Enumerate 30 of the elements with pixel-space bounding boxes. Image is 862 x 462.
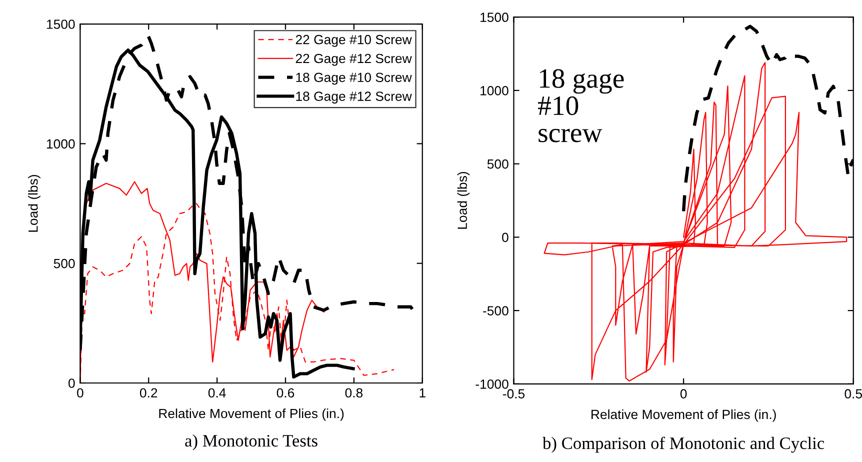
y-tick-label: -500 bbox=[483, 306, 508, 316]
legend-label: 18 Gage #10 Screw bbox=[296, 72, 412, 85]
text: a) Monotonic Tests bbox=[185, 434, 318, 450]
x-tick-label: 0.5 bbox=[844, 389, 862, 398]
y-axis-title: Load (lbs) bbox=[457, 172, 470, 229]
y-tick-label: -1000 bbox=[476, 379, 508, 389]
x-tick-label: 0.6 bbox=[276, 388, 294, 398]
x-tick-label: -0.5 bbox=[502, 389, 525, 398]
x-tick-label: 0 bbox=[77, 388, 84, 398]
y-tick-label: 1000 bbox=[46, 139, 75, 149]
y-tick-label: 1500 bbox=[480, 12, 508, 22]
legend-label: 22 Gage #10 Screw bbox=[296, 34, 412, 47]
text: b) Comparison of Monotonic and Cyclic bbox=[542, 436, 824, 453]
y-axis-title: Load (lbs) bbox=[28, 174, 40, 232]
x-axis-title: Relative Movement of Plies (in.) bbox=[159, 408, 344, 421]
y-tick-label: 0 bbox=[68, 378, 75, 388]
x-axis-title: Relative Movement of Plies (in.) bbox=[592, 409, 776, 422]
x-tick-label: 0.2 bbox=[140, 388, 158, 398]
annotation: 18 gage #10 screw bbox=[538, 69, 624, 142]
legend-label: 18 Gage #12 Screw bbox=[296, 92, 412, 104]
y-tick-label: 500 bbox=[487, 159, 508, 169]
y-tick-label: 1000 bbox=[480, 86, 508, 96]
x-tick-label: 0.4 bbox=[208, 388, 226, 398]
x-tick-label: 0.8 bbox=[345, 388, 363, 398]
y-tick-label: 0 bbox=[502, 232, 508, 242]
y-tick-label: 500 bbox=[54, 258, 75, 268]
y-tick-label: 1500 bbox=[46, 20, 75, 29]
x-tick-label: 1 bbox=[420, 388, 426, 398]
legend-label: 22 Gage #12 Screw bbox=[296, 54, 412, 66]
x-tick-label: 0 bbox=[680, 389, 687, 398]
